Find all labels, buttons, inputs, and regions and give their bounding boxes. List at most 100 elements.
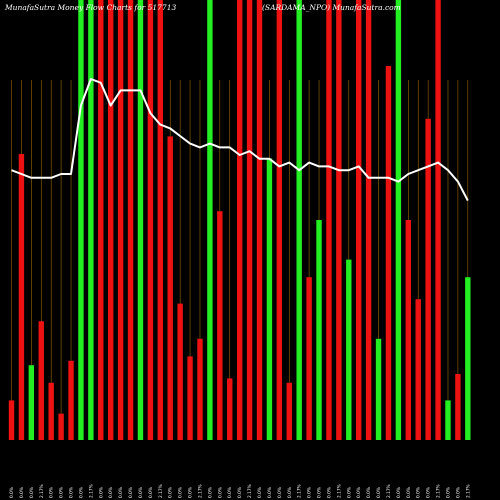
- x-tick-label: 0.0%: [98, 487, 104, 498]
- bars: [8, 0, 471, 441]
- bar-down: [197, 338, 203, 440]
- bar-down: [356, 0, 362, 440]
- x-tick-label: 2.17%: [297, 484, 303, 498]
- x-tick-label: 0.0%: [396, 487, 402, 498]
- x-tick-label: 0.0%: [445, 487, 451, 498]
- x-tick-label: 0.0%: [426, 487, 432, 498]
- x-tick-label: 0.0%: [317, 487, 323, 498]
- bar-down: [405, 220, 411, 440]
- x-tick-label: 0.0%: [178, 487, 184, 498]
- bar-down: [98, 0, 104, 440]
- bar-down: [365, 0, 372, 440]
- x-tick-label: 0.0%: [188, 487, 194, 498]
- x-tick-label: 0.0%: [416, 487, 422, 498]
- bar-up: [78, 0, 84, 440]
- bar-down: [236, 0, 243, 440]
- x-tick-label: 0.0%: [69, 487, 75, 498]
- bar-down: [68, 360, 74, 440]
- x-tick-label: 0.0%: [148, 487, 154, 498]
- x-tick-label: 0.0%: [237, 487, 243, 498]
- bar-down: [117, 0, 124, 440]
- x-tick-label: 2.17%: [158, 484, 164, 498]
- bar-down: [157, 0, 163, 440]
- bar-down: [58, 413, 64, 440]
- x-tick-label: 2.17%: [386, 484, 392, 498]
- bar-down: [187, 356, 193, 440]
- bar-up: [375, 338, 382, 440]
- bar-down: [336, 0, 342, 440]
- bar-down: [435, 0, 441, 440]
- x-tick-label: 0.0%: [326, 487, 332, 498]
- x-tick-label: 2.17%: [465, 484, 471, 498]
- x-tick-label: 0.0%: [227, 487, 233, 498]
- bar-down: [18, 154, 25, 440]
- bar-down: [425, 118, 431, 441]
- bar-up: [465, 277, 471, 440]
- bar-up: [316, 220, 322, 440]
- x-tick-label: 0.0%: [406, 487, 412, 498]
- bar-down: [246, 0, 253, 440]
- bar-down: [38, 321, 44, 440]
- x-tick-label: 0.0%: [455, 487, 461, 498]
- x-tick-label: 2.17%: [197, 484, 203, 498]
- x-tick-label: 0.0%: [29, 487, 35, 498]
- x-tick-label: 0.0%: [376, 487, 382, 498]
- x-tick-label: 2.17%: [436, 484, 442, 498]
- x-tick-label: 0.0%: [346, 487, 352, 498]
- x-tick-label: 0.0%: [19, 487, 25, 498]
- bar-up: [346, 259, 352, 440]
- bar-up: [266, 158, 273, 440]
- x-tick-label: 0.0%: [118, 487, 124, 498]
- x-tick-label: 0.0%: [287, 487, 293, 498]
- bar-up: [445, 400, 451, 440]
- bar-down: [227, 378, 233, 440]
- x-tick-label: 2.17%: [88, 484, 94, 498]
- bar-down: [286, 382, 292, 440]
- x-tick-label: 0.0%: [307, 487, 313, 498]
- x-tick-label: 2.17%: [39, 484, 45, 498]
- bar-up: [296, 0, 302, 440]
- bar-down: [177, 303, 183, 440]
- x-tick-label: 0.0%: [356, 487, 362, 498]
- bar-down: [455, 374, 461, 440]
- x-tick-label: 0.0%: [207, 487, 213, 498]
- x-tick-label: 0.0%: [108, 487, 114, 498]
- x-tick-label: 2.17%: [247, 484, 253, 498]
- bar-down: [326, 0, 332, 440]
- x-tick-label: 0.0%: [257, 487, 263, 498]
- x-tick-label: 0.0%: [267, 487, 273, 498]
- x-tick-label: 0.0%: [217, 487, 223, 498]
- bar-down: [276, 0, 283, 440]
- bar-down: [8, 400, 15, 440]
- bar-down: [48, 382, 54, 440]
- bar-down: [217, 211, 223, 440]
- x-tick-label: 0.0%: [277, 487, 283, 498]
- x-tick-label: 0.0%: [78, 487, 84, 498]
- x-tick-label: 0.0%: [128, 487, 134, 498]
- bar-up: [207, 0, 213, 440]
- x-tick-label: 0.0%: [49, 487, 55, 498]
- x-tick-label: 0.0%: [138, 487, 144, 498]
- money-flow-line: [11, 78, 469, 202]
- x-tick-label: 0.0%: [59, 487, 65, 498]
- chart-title: MunafaSutra Money Flow Charts for 517713: [4, 3, 176, 12]
- bar-up: [137, 0, 144, 440]
- bar-up: [28, 365, 35, 440]
- bar-down: [167, 136, 173, 440]
- x-tick-label: 0.0%: [366, 487, 372, 498]
- x-tick-label: 2.17%: [336, 484, 342, 498]
- bar-down: [385, 66, 392, 440]
- bar-down: [108, 0, 114, 440]
- bar-down: [127, 0, 134, 440]
- x-tick-label: 0.0%: [9, 487, 15, 498]
- x-tick-labels: 0.0% 0.0% 0.0% 2.17% 0.0% 0.0% 0.0% 0.0% 2.17% 0.…: [9, 484, 471, 498]
- bar-down: [256, 0, 263, 440]
- chart-subtitle: (SARDAMA_NPO) MunafaSutra.com: [262, 3, 401, 12]
- bar-down: [147, 0, 154, 440]
- bar-down: [415, 299, 421, 440]
- x-tick-label: 0.0%: [168, 487, 174, 498]
- bar-up: [395, 0, 402, 440]
- bar-down: [306, 277, 312, 440]
- bar-up: [88, 0, 94, 440]
